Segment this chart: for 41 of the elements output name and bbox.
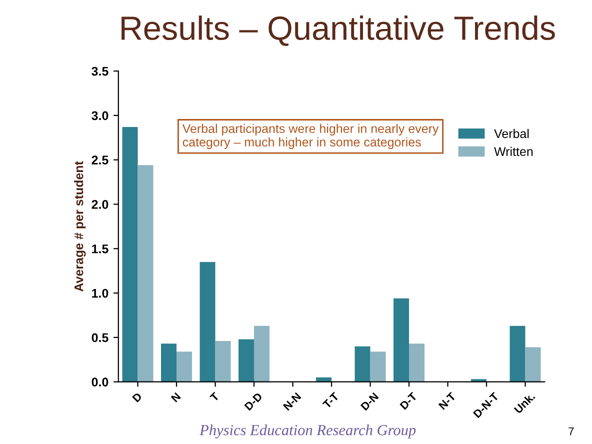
x-tick-label: T-T [322,392,340,409]
y-axis-title: Average # per student [74,161,86,292]
y-tick-label: 0.0 [92,378,108,386]
bar [138,165,154,382]
bar [471,379,487,382]
x-tick-label: D-N [360,392,379,411]
legend-label: Verbal [494,128,529,138]
y-tick-label: 2.5 [92,156,108,164]
bar [370,352,386,382]
x-tick-label: D [132,392,142,402]
bar [215,340,231,382]
bar [176,352,192,382]
y-tick-label: 3.5 [92,66,108,76]
y-tick-label: 1.5 [92,244,108,254]
bar [316,377,332,382]
x-tick-label: D-T [400,392,418,410]
y-tick-label: 1.0 [92,288,108,298]
bar [200,262,216,382]
x-tick-label: N-T [438,392,456,410]
x-tick-label: N [170,392,181,402]
bar [510,326,526,382]
chart-title: Results – Quantitative Trends [122,16,555,46]
y-tick-label: 0.5 [92,333,108,342]
legend-label: Written [494,146,533,156]
bar [238,339,254,382]
bar [525,347,541,382]
x-tick-label: T [210,392,220,402]
annotation: Verbal participants were higher in nearly every category – much higher in some categories [182,124,439,149]
y-tick-label: 2.0 [92,200,108,209]
bar [254,326,270,382]
text: Physics Education Research Group [199,424,416,438]
bar [161,344,177,382]
bar [409,344,425,382]
x-tick-label: D-D [244,392,263,411]
x-tick-label: Unk. [514,392,536,414]
bar [394,298,410,382]
x-tick-label: N-N [282,392,302,411]
bar [122,126,138,382]
bar [354,346,370,382]
text: 7 [568,427,574,436]
y-tick-label: 3.0 [92,111,108,120]
